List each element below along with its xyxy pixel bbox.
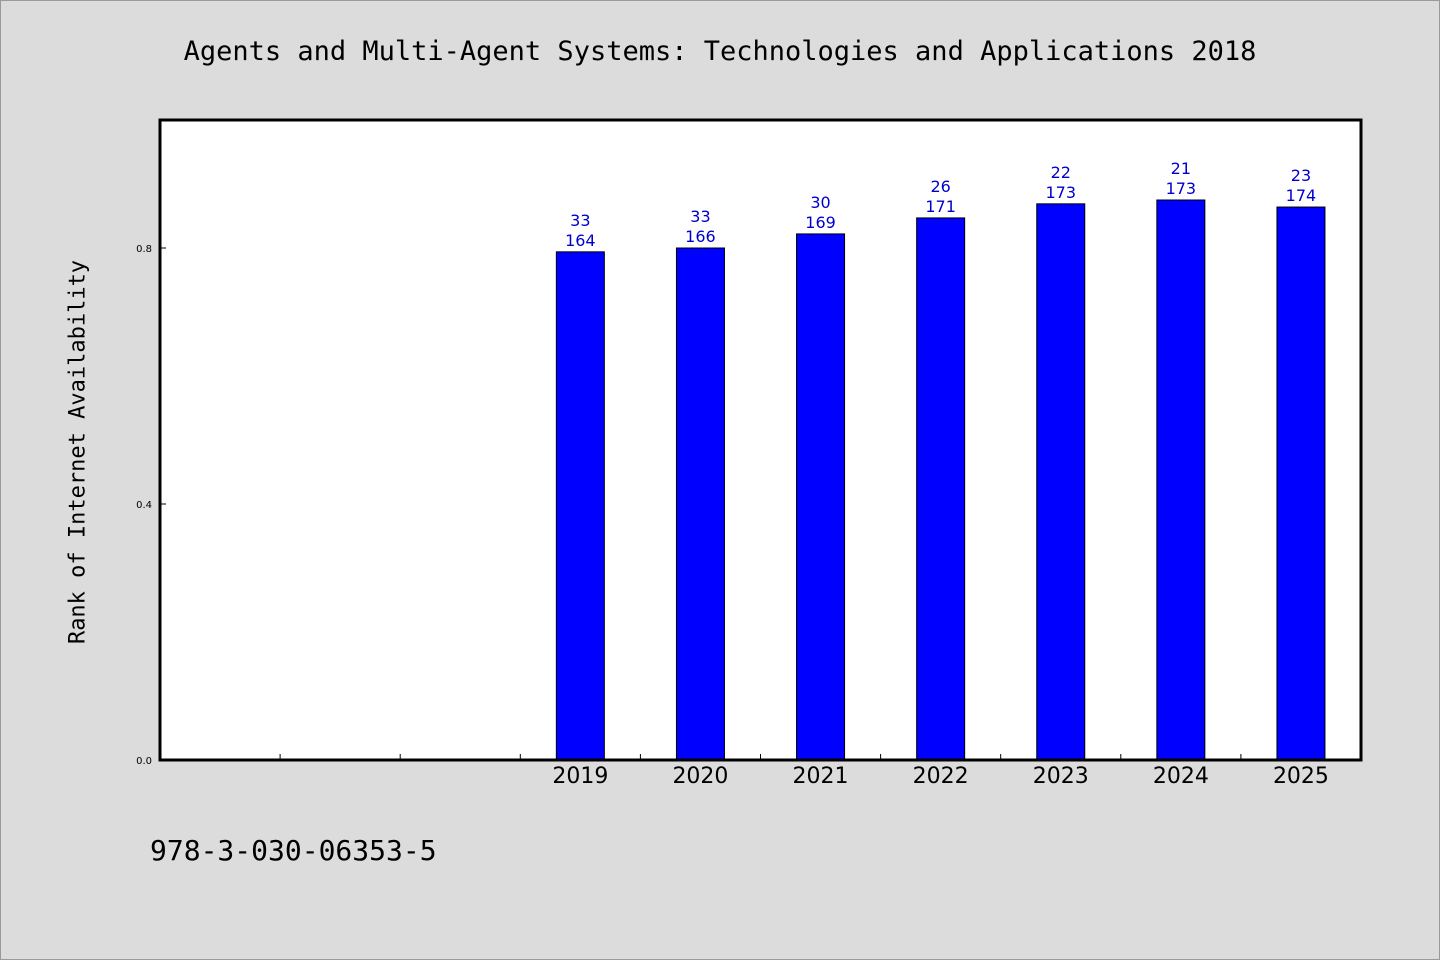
data-label-bottom: 164: [565, 231, 596, 250]
plot-border: [158, 118, 1363, 762]
x-tick-label: 2022: [913, 764, 969, 789]
data-label-bottom: 171: [925, 197, 956, 216]
x-tick-label: 2019: [552, 764, 608, 789]
isbn-label: 978-3-030-06353-5: [150, 834, 437, 867]
data-label-bottom: 173: [1166, 179, 1197, 198]
x-tick-label: 2024: [1153, 764, 1209, 789]
data-label-bottom: 173: [1045, 183, 1076, 202]
data-label-bottom: 166: [685, 227, 716, 246]
data-label-top: 30: [810, 193, 830, 212]
data-label-top: 33: [570, 211, 590, 230]
x-tick-label: 2025: [1273, 764, 1329, 789]
chart-title: Agents and Multi-Agent Systems: Technolo…: [183, 36, 1257, 67]
data-label-top: 26: [930, 177, 950, 196]
data-label-top: 21: [1171, 159, 1191, 178]
x-tick-label: 2021: [793, 764, 849, 789]
bar-2024: [1156, 199, 1206, 761]
x-tick-label: 2023: [1033, 764, 1089, 789]
x-tick-label: 2020: [672, 764, 728, 789]
bar-2022: [916, 217, 966, 761]
y-tick-label: 0.4: [136, 500, 152, 511]
data-label-top: 22: [1051, 163, 1071, 182]
bar-2020: [675, 247, 725, 761]
data-label-top: 23: [1291, 166, 1311, 185]
bar-2021: [796, 233, 846, 761]
bar-2023: [1036, 203, 1086, 761]
y-tick-label: 0.0: [136, 756, 152, 767]
bar-2025: [1276, 206, 1326, 761]
data-label-top: 33: [690, 207, 710, 226]
data-label-bottom: 174: [1286, 186, 1317, 205]
bar-2019: [555, 251, 605, 761]
y-tick-label: 0.8: [136, 244, 152, 255]
data-label-bottom: 169: [805, 213, 836, 232]
